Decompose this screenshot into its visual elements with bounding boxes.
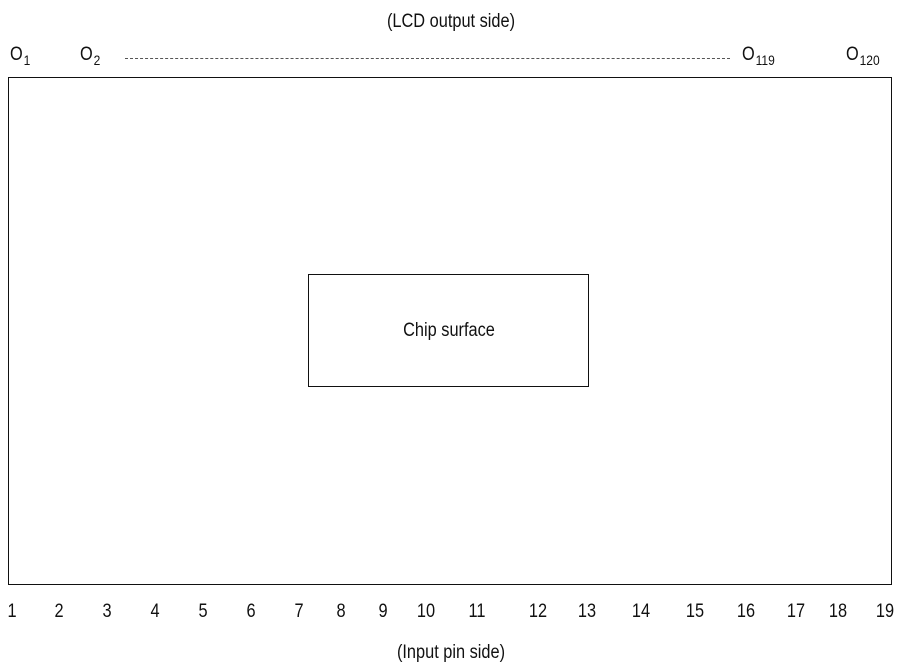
input-pin-number: 9 (378, 601, 388, 622)
input-pin-number: 2 (54, 601, 64, 622)
input-pin-number: 19 (875, 601, 895, 622)
output-pin-o1: O1 (10, 44, 30, 67)
input-pin-number: 18 (828, 601, 848, 622)
output-pin-o2: O2 (80, 44, 100, 67)
output-pin-prefix: O (742, 44, 755, 65)
input-pin-number: 17 (786, 601, 806, 622)
chip-outline (8, 77, 892, 585)
input-pin-number: 8 (336, 601, 346, 622)
output-pin-o120: O120 (846, 44, 880, 67)
output-pin-prefix: O (10, 44, 23, 65)
input-pin-number: 11 (468, 601, 486, 622)
input-pin-number: 10 (416, 601, 436, 622)
input-pin-number: 1 (7, 601, 17, 622)
input-pin-number: 5 (198, 601, 208, 622)
input-pin-number: 16 (736, 601, 756, 622)
top-side-label: (LCD output side) (386, 11, 516, 32)
input-pin-number: 15 (685, 601, 705, 622)
bottom-side-label: (Input pin side) (396, 642, 506, 663)
chip-surface-label: Chip surface (402, 320, 495, 341)
output-pin-index: 2 (93, 52, 101, 68)
input-pin-number: 6 (246, 601, 256, 622)
output-pin-prefix: O (846, 44, 859, 65)
output-pins-dotted-line (125, 58, 730, 59)
output-pin-o119: O119 (742, 44, 775, 67)
output-pin-prefix: O (80, 44, 93, 65)
input-pin-number: 14 (631, 601, 651, 622)
input-pin-number: 4 (150, 601, 160, 622)
input-pin-number: 13 (577, 601, 597, 622)
input-pin-number: 12 (528, 601, 548, 622)
output-pin-index: 120 (859, 52, 880, 68)
output-pin-index: 119 (755, 52, 775, 68)
input-pin-number: 3 (102, 601, 112, 622)
chip-surface-box: Chip surface (308, 274, 589, 387)
input-pin-number: 7 (294, 601, 304, 622)
output-pin-index: 1 (23, 52, 31, 68)
